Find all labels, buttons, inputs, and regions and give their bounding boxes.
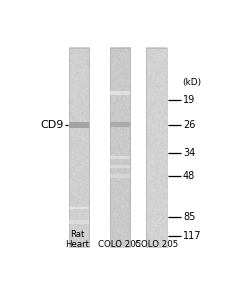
Bar: [110, 165, 130, 168]
Bar: [69, 207, 89, 209]
Text: 26: 26: [183, 120, 195, 130]
Bar: [110, 155, 130, 159]
Text: CD9: CD9: [40, 120, 64, 130]
Text: 19: 19: [183, 94, 195, 104]
Text: COLO 205: COLO 205: [135, 239, 178, 248]
Text: COLO 205: COLO 205: [98, 239, 142, 248]
Text: 34: 34: [183, 148, 195, 158]
Bar: [69, 220, 89, 224]
Text: Rat
Heart: Rat Heart: [65, 230, 90, 248]
Bar: [110, 47, 130, 247]
Bar: [110, 122, 130, 128]
Text: 85: 85: [183, 212, 195, 222]
Bar: [110, 174, 130, 178]
Text: 117: 117: [183, 231, 202, 241]
Bar: [69, 47, 89, 247]
Text: (kD): (kD): [182, 78, 201, 87]
Bar: [69, 122, 89, 128]
Bar: [110, 91, 130, 95]
Text: 48: 48: [183, 171, 195, 181]
Bar: [146, 47, 167, 247]
